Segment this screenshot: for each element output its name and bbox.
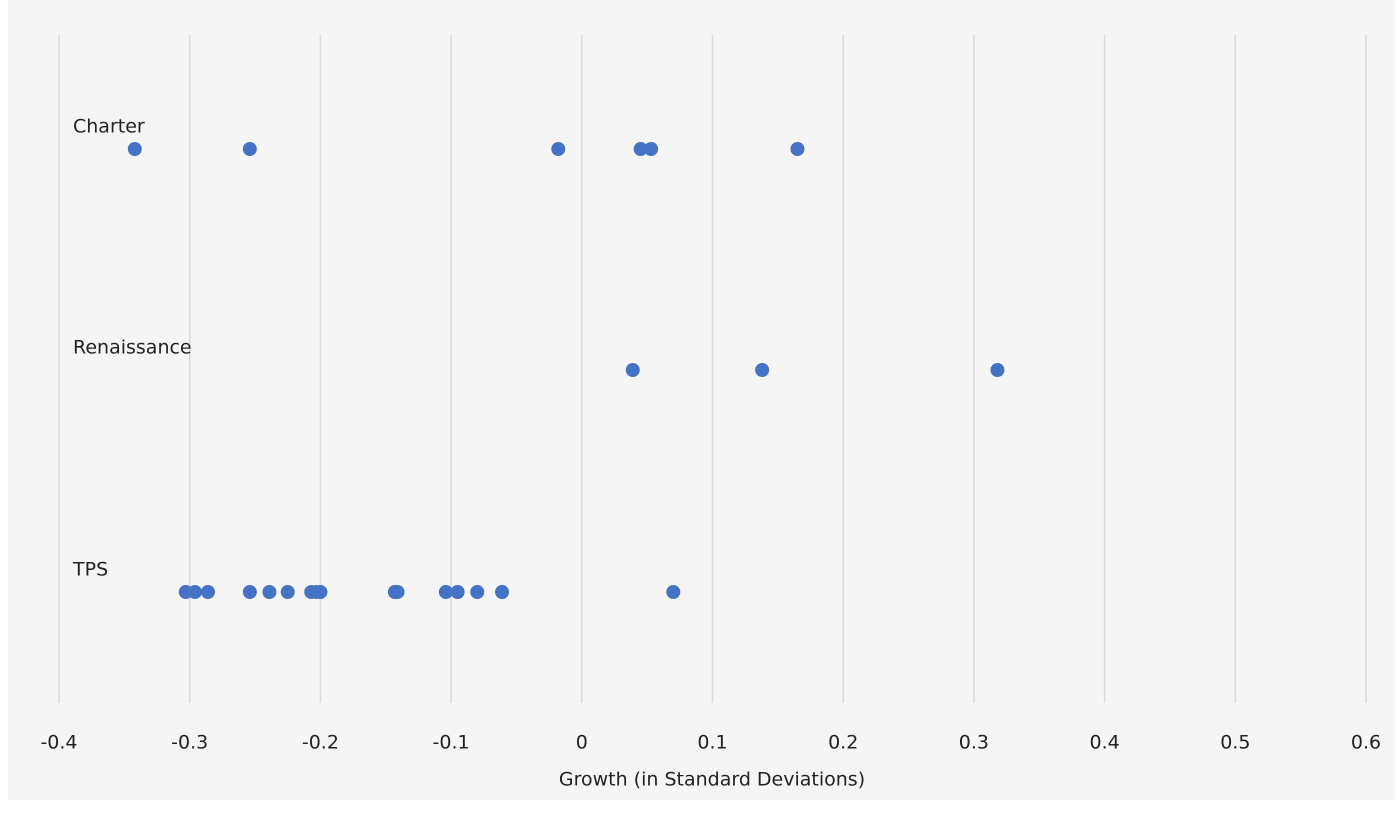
x-tick-label: -0.3 [171, 732, 208, 754]
dot [990, 363, 1005, 377]
x-tick-label: -0.4 [40, 732, 77, 754]
dot [280, 585, 295, 599]
dot [438, 585, 453, 599]
x-tick-label: 0.1 [697, 732, 727, 754]
dot [187, 585, 202, 599]
dot [390, 585, 405, 599]
group-label: Renaissance [73, 337, 192, 359]
dot [470, 585, 485, 599]
x-tick-label: 0.5 [1220, 732, 1250, 754]
x-tick-label: 0.3 [959, 732, 989, 754]
dot [242, 585, 257, 599]
group-label: Charter [73, 116, 145, 138]
dot [625, 363, 640, 377]
dot [633, 142, 648, 156]
dot [644, 142, 659, 156]
chart-area [8, 0, 1395, 800]
dot [666, 585, 681, 599]
dot [755, 363, 770, 377]
x-tick-label: 0 [576, 732, 588, 754]
x-tick-label: -0.1 [433, 732, 470, 754]
dot [127, 142, 142, 156]
x-tick-label: 0.6 [1351, 732, 1381, 754]
dot [242, 142, 257, 156]
x-tick-label: 0.2 [828, 732, 858, 754]
dot [200, 585, 215, 599]
x-axis-label: Growth (in Standard Deviations) [559, 769, 865, 791]
dot [495, 585, 510, 599]
dot [790, 142, 805, 156]
dot [450, 585, 465, 599]
dot [262, 585, 277, 599]
x-tick-label: -0.2 [302, 732, 339, 754]
x-tick-label: 0.4 [1089, 732, 1119, 754]
dot [551, 142, 566, 156]
dot [313, 585, 328, 599]
group-label: TPS [72, 559, 108, 581]
